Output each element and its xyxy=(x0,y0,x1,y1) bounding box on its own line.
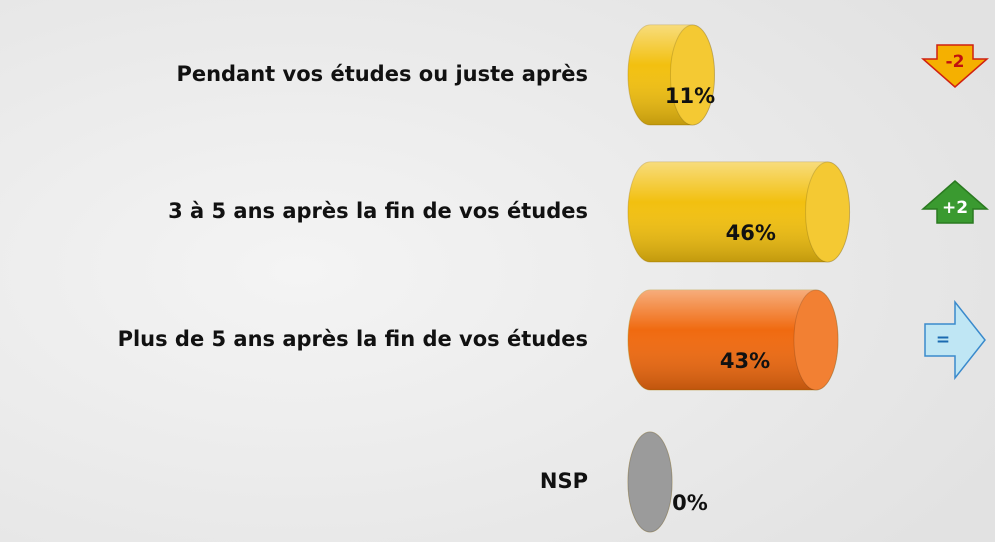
cylinder-cap-shade xyxy=(805,162,850,262)
category-label: 3 à 5 ans après la fin de vos études xyxy=(168,199,588,223)
cylinder-shade xyxy=(628,162,850,262)
category-label: Plus de 5 ans après la fin de vos études xyxy=(118,327,588,351)
cylinder-cap xyxy=(805,161,851,263)
value-label: 11% xyxy=(665,84,715,108)
value-label: 0% xyxy=(672,491,708,515)
value-label: 46% xyxy=(726,221,776,245)
cylinder-cap-shade xyxy=(670,25,715,125)
value-label: 43% xyxy=(720,349,770,373)
category-label: NSP xyxy=(540,469,588,493)
cylinder-bar xyxy=(627,24,715,126)
change-label: +2 xyxy=(942,198,968,218)
cylinder-bar xyxy=(627,431,673,533)
cylinder-bar xyxy=(627,161,851,263)
cylinder-cap-shade xyxy=(793,290,838,390)
change-arrow xyxy=(924,299,986,381)
change-label: = xyxy=(936,330,950,350)
cylinder-cap xyxy=(627,431,673,533)
change-label: -2 xyxy=(946,52,965,72)
cylinder-cap xyxy=(669,24,715,126)
change-arrow xyxy=(921,44,989,88)
category-label: Pendant vos études ou juste après xyxy=(176,62,588,86)
change-arrow xyxy=(921,180,989,224)
cylinder-shade xyxy=(628,290,838,390)
cylinder-cap-shade xyxy=(628,432,672,532)
cylinder-cap xyxy=(793,289,839,391)
cylinder-bar xyxy=(627,289,839,391)
